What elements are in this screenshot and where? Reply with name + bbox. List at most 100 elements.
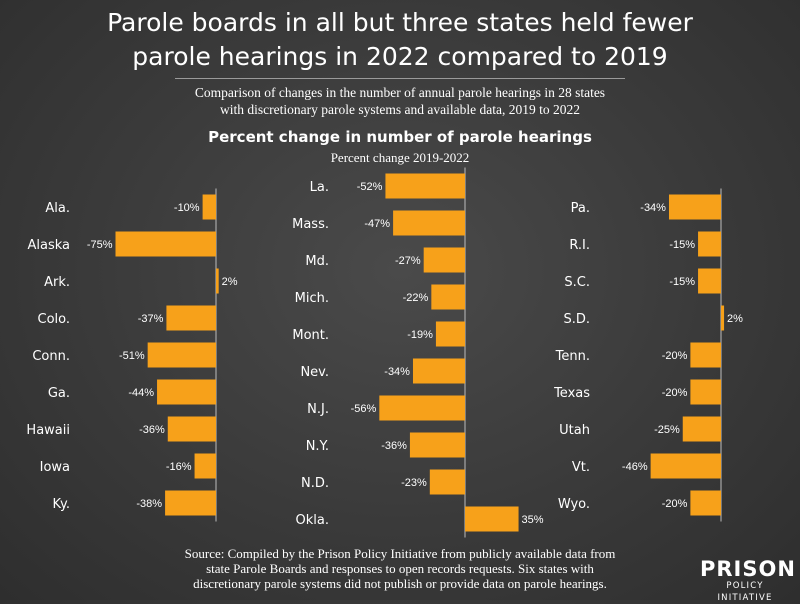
bar bbox=[202, 194, 216, 220]
data-label: -37% bbox=[138, 313, 164, 325]
title-divider bbox=[175, 78, 625, 79]
bar bbox=[216, 268, 219, 294]
data-label: -46% bbox=[622, 461, 648, 473]
bar bbox=[166, 305, 216, 331]
title-line-2: parole hearings in 2022 compared to 2019 bbox=[132, 42, 668, 71]
category-label: Mich. bbox=[295, 291, 329, 306]
category-label: R.I. bbox=[569, 238, 590, 253]
data-label: -22% bbox=[403, 292, 429, 304]
bar bbox=[698, 231, 721, 257]
bar bbox=[721, 305, 725, 331]
bar bbox=[429, 469, 465, 495]
category-label: Mass. bbox=[292, 217, 329, 232]
data-label: -51% bbox=[119, 350, 145, 362]
bar bbox=[423, 247, 465, 273]
category-label: Hawaii bbox=[26, 423, 70, 438]
category-label: Vt. bbox=[572, 460, 590, 475]
bar bbox=[412, 358, 465, 384]
category-label: Md. bbox=[305, 254, 329, 269]
data-label: 2% bbox=[727, 313, 743, 325]
bar bbox=[379, 395, 465, 421]
data-label: -36% bbox=[381, 440, 407, 452]
bar bbox=[668, 194, 721, 220]
bar bbox=[690, 342, 721, 368]
data-label: -44% bbox=[128, 387, 154, 399]
category-label: Ga. bbox=[48, 386, 70, 401]
category-label: Utah bbox=[559, 423, 590, 438]
category-label: Ky. bbox=[52, 497, 70, 512]
bar bbox=[690, 379, 721, 405]
data-label: -23% bbox=[401, 477, 427, 489]
bar bbox=[167, 416, 216, 442]
logo-wordmark: PRISON bbox=[700, 557, 796, 581]
logo-tagline: POLICY INITIATIVE bbox=[717, 581, 773, 603]
data-label: -15% bbox=[669, 276, 695, 288]
bar bbox=[409, 432, 465, 458]
category-label: Wyo. bbox=[558, 497, 590, 512]
bar bbox=[393, 210, 465, 236]
data-label: -19% bbox=[407, 329, 433, 341]
data-label: -15% bbox=[669, 239, 695, 251]
bar bbox=[157, 379, 216, 405]
data-label: -25% bbox=[654, 424, 680, 436]
bar bbox=[147, 342, 216, 368]
data-label: -56% bbox=[351, 403, 377, 415]
data-label: -52% bbox=[357, 181, 383, 193]
bar bbox=[431, 284, 465, 310]
data-label: 35% bbox=[522, 514, 544, 526]
page-title: Parole boards in all but three states he… bbox=[0, 6, 800, 74]
data-label: -20% bbox=[662, 350, 688, 362]
title-line-1: Parole boards in all but three states he… bbox=[107, 8, 693, 37]
category-label: Colo. bbox=[38, 312, 71, 327]
category-label: Ark. bbox=[44, 275, 70, 290]
bar bbox=[115, 231, 216, 257]
data-label: -34% bbox=[384, 366, 410, 378]
source-line-1: Source: Compiled by the Prison Policy In… bbox=[184, 546, 616, 561]
data-label: -10% bbox=[174, 202, 200, 214]
data-label: -27% bbox=[395, 255, 421, 267]
chart-title: Percent change in number of parole heari… bbox=[208, 128, 592, 146]
bar bbox=[690, 490, 721, 516]
subtitle-line-1: Comparison of changes in the number of a… bbox=[194, 85, 606, 100]
data-label: -38% bbox=[136, 498, 162, 510]
bar bbox=[385, 173, 465, 199]
category-label: Ala. bbox=[45, 201, 70, 216]
source-line-3: discretionary parole systems did not pub… bbox=[193, 576, 607, 591]
data-label: -47% bbox=[364, 218, 390, 230]
category-label: Okla. bbox=[296, 513, 329, 528]
category-label: Texas bbox=[553, 386, 590, 401]
data-label: -75% bbox=[87, 239, 113, 251]
data-label: -36% bbox=[139, 424, 165, 436]
subtitle-line-2: with discretionary parole systems and av… bbox=[220, 102, 580, 117]
source-note: Source: Compiled by the Prison Policy In… bbox=[150, 546, 650, 591]
category-label: Pa. bbox=[571, 201, 590, 216]
data-label: 2% bbox=[222, 276, 238, 288]
category-label: Iowa bbox=[40, 460, 70, 475]
category-label: N.Y. bbox=[306, 439, 329, 454]
category-label: Tenn. bbox=[555, 349, 590, 364]
category-label: Conn. bbox=[32, 349, 70, 364]
bar bbox=[435, 321, 465, 347]
chart-subtitle: Percent change 2019-2022 bbox=[330, 150, 470, 165]
category-label: N.J. bbox=[307, 402, 329, 417]
bar bbox=[194, 453, 216, 479]
bar bbox=[698, 268, 721, 294]
bar bbox=[650, 453, 721, 479]
logo: PRISON POLICY INITIATIVE bbox=[700, 557, 796, 604]
source-line-2: state Parole Boards and responses to ope… bbox=[206, 561, 594, 576]
category-label: Alaska bbox=[27, 238, 70, 253]
data-label: -34% bbox=[640, 202, 666, 214]
data-label: -16% bbox=[166, 461, 192, 473]
bar bbox=[165, 490, 216, 516]
category-label: S.D. bbox=[563, 312, 590, 327]
bar bbox=[682, 416, 721, 442]
category-label: S.C. bbox=[564, 275, 590, 290]
subtitle: Comparison of changes in the number of a… bbox=[0, 84, 800, 118]
bar bbox=[465, 506, 519, 532]
category-label: N.D. bbox=[301, 476, 329, 491]
category-label: Nev. bbox=[300, 365, 329, 380]
data-label: -20% bbox=[662, 387, 688, 399]
category-label: Mont. bbox=[292, 328, 329, 343]
category-label: La. bbox=[310, 180, 329, 195]
